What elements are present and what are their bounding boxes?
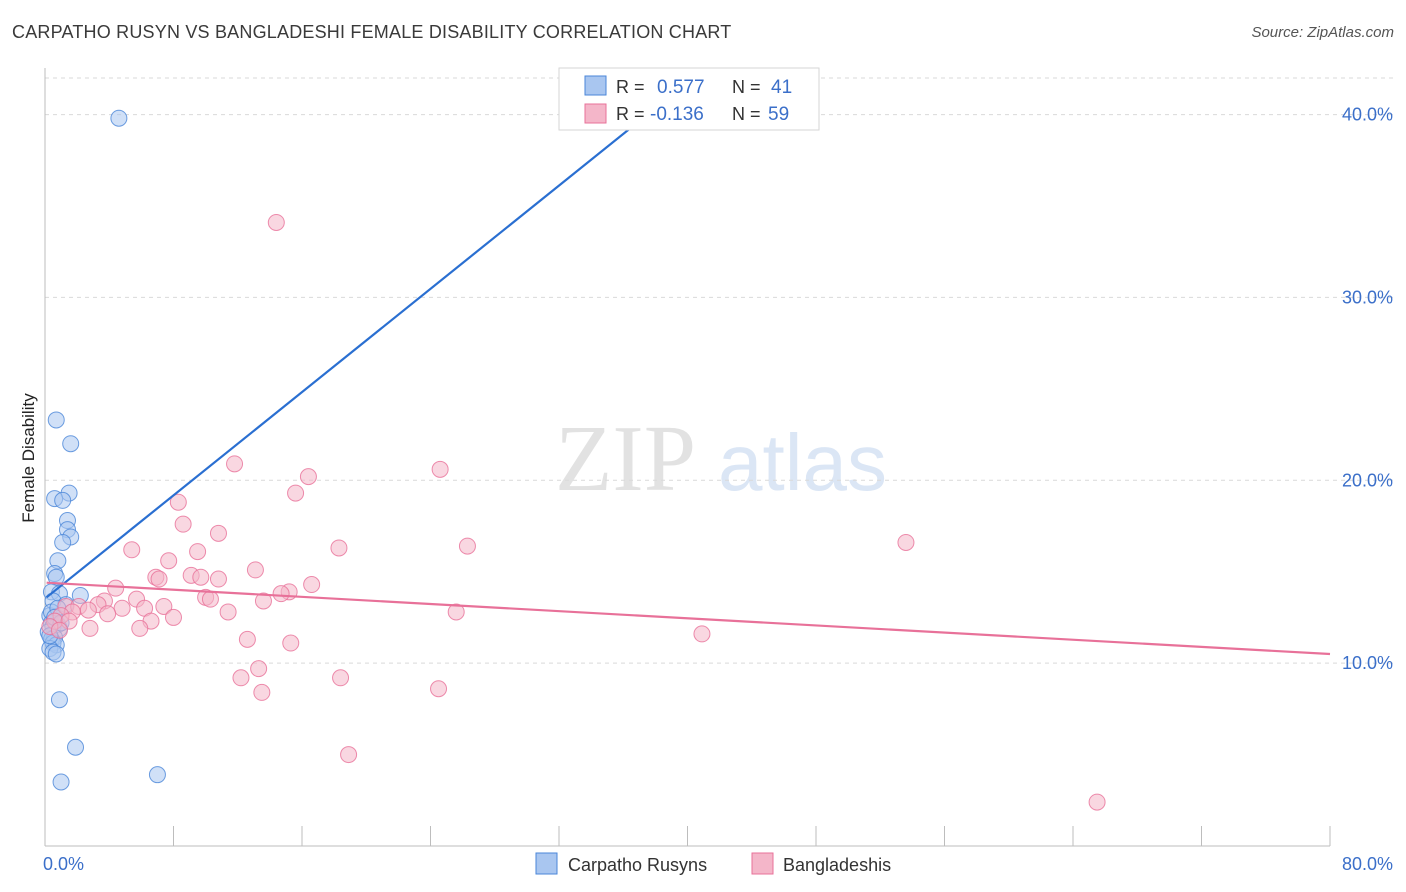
stats-legend-n-value-pink: 59 — [768, 104, 789, 125]
data-point — [81, 619, 99, 637]
data-point — [62, 435, 80, 453]
data-point — [50, 621, 68, 639]
y-tick-label: 40.0% — [1342, 105, 1393, 125]
data-point — [458, 537, 476, 555]
data-point — [148, 766, 166, 784]
data-point — [47, 645, 65, 663]
y-axis-title: Female Disability — [19, 393, 38, 523]
data-point — [303, 576, 321, 594]
data-point — [54, 533, 72, 551]
stats-legend-swatch-blue — [584, 75, 607, 96]
data-point — [174, 515, 192, 533]
watermark-atlas: atlas — [718, 418, 887, 507]
data-point — [165, 608, 182, 626]
data-point — [282, 634, 300, 652]
stats-legend-n-value-blue: 41 — [771, 77, 792, 98]
stats-legend: R = 0.577 N = 41 R = -0.136 N = 59 — [558, 67, 820, 131]
data-point — [47, 411, 65, 429]
data-point — [155, 597, 173, 615]
data-point — [123, 541, 141, 559]
data-point — [201, 590, 219, 608]
y-tick-labels: 10.0% 20.0% 30.0% 40.0% — [1342, 105, 1393, 674]
legend-swatch-carpatho-rusyns — [535, 852, 558, 875]
data-point — [430, 680, 448, 698]
x-tick-label: 0.0% — [43, 854, 84, 874]
data-point — [150, 570, 168, 588]
data-point — [209, 524, 227, 542]
data-point — [330, 539, 348, 557]
legend-label-carpatho-rusyns: Carpatho Rusyns — [568, 855, 707, 875]
data-point — [189, 543, 207, 561]
data-point — [299, 468, 317, 486]
data-point — [693, 625, 711, 643]
data-point — [226, 455, 244, 473]
legend-label-bangladeshis: Bangladeshis — [783, 855, 891, 875]
x-tick-label: 80.0% — [1342, 854, 1393, 874]
data-point — [253, 683, 271, 701]
data-point — [332, 669, 350, 687]
chart-title: CARPATHO RUSYN VS BANGLADESHI FEMALE DIS… — [12, 22, 732, 42]
source-credit: Source: ZipAtlas.com — [1251, 24, 1394, 41]
stats-legend-n-label-pink: N = — [732, 104, 761, 124]
data-point — [67, 738, 85, 756]
data-point — [107, 579, 125, 597]
stats-legend-n-label-blue: N = — [732, 77, 761, 97]
trend-line-pink — [46, 581, 1331, 656]
data-point — [431, 460, 449, 478]
data-point — [99, 605, 117, 623]
stats-legend-r-label-pink: R = — [616, 104, 645, 124]
trend-line-blue — [45, 113, 649, 599]
data-point — [287, 484, 305, 502]
bottom-legend: Carpatho Rusyns Bangladeshis — [535, 852, 891, 875]
data-point — [246, 561, 264, 579]
data-point — [254, 592, 272, 610]
legend-swatch-bangladeshis — [751, 852, 774, 875]
grid-lines — [45, 77, 1393, 664]
y-tick-label: 30.0% — [1342, 287, 1393, 307]
series-bangladeshis — [41, 213, 1106, 811]
data-point — [192, 568, 210, 586]
stats-legend-r-value-pink: -0.136 — [650, 104, 704, 125]
data-point — [160, 552, 178, 570]
data-point — [238, 630, 256, 648]
data-point — [897, 533, 915, 551]
stats-legend-swatch-pink — [584, 103, 607, 124]
axes — [44, 68, 1331, 847]
data-point — [219, 603, 237, 621]
data-point — [52, 773, 70, 791]
data-point — [250, 660, 268, 678]
data-point — [110, 109, 128, 127]
data-point — [267, 213, 285, 231]
data-point — [79, 601, 97, 619]
data-point — [272, 585, 290, 603]
data-point — [447, 603, 465, 621]
data-point — [113, 599, 131, 617]
data-point — [50, 691, 68, 709]
data-point — [169, 493, 187, 511]
stats-legend-r-value-blue: 0.577 — [657, 77, 705, 98]
y-tick-label: 10.0% — [1342, 653, 1393, 673]
data-point — [54, 491, 72, 509]
watermark-zip: ZIP — [555, 407, 696, 511]
data-point — [1088, 793, 1106, 811]
data-point — [340, 746, 358, 764]
series-carpatho-rusyns — [39, 109, 166, 791]
y-tick-label: 20.0% — [1342, 470, 1393, 490]
x-tick-labels: 0.0% 80.0% — [43, 854, 1393, 874]
data-point — [232, 669, 250, 687]
data-point — [209, 570, 227, 588]
data-point — [131, 619, 149, 637]
trend-lines — [45, 113, 1331, 656]
stats-legend-r-label-blue: R = — [616, 77, 645, 97]
